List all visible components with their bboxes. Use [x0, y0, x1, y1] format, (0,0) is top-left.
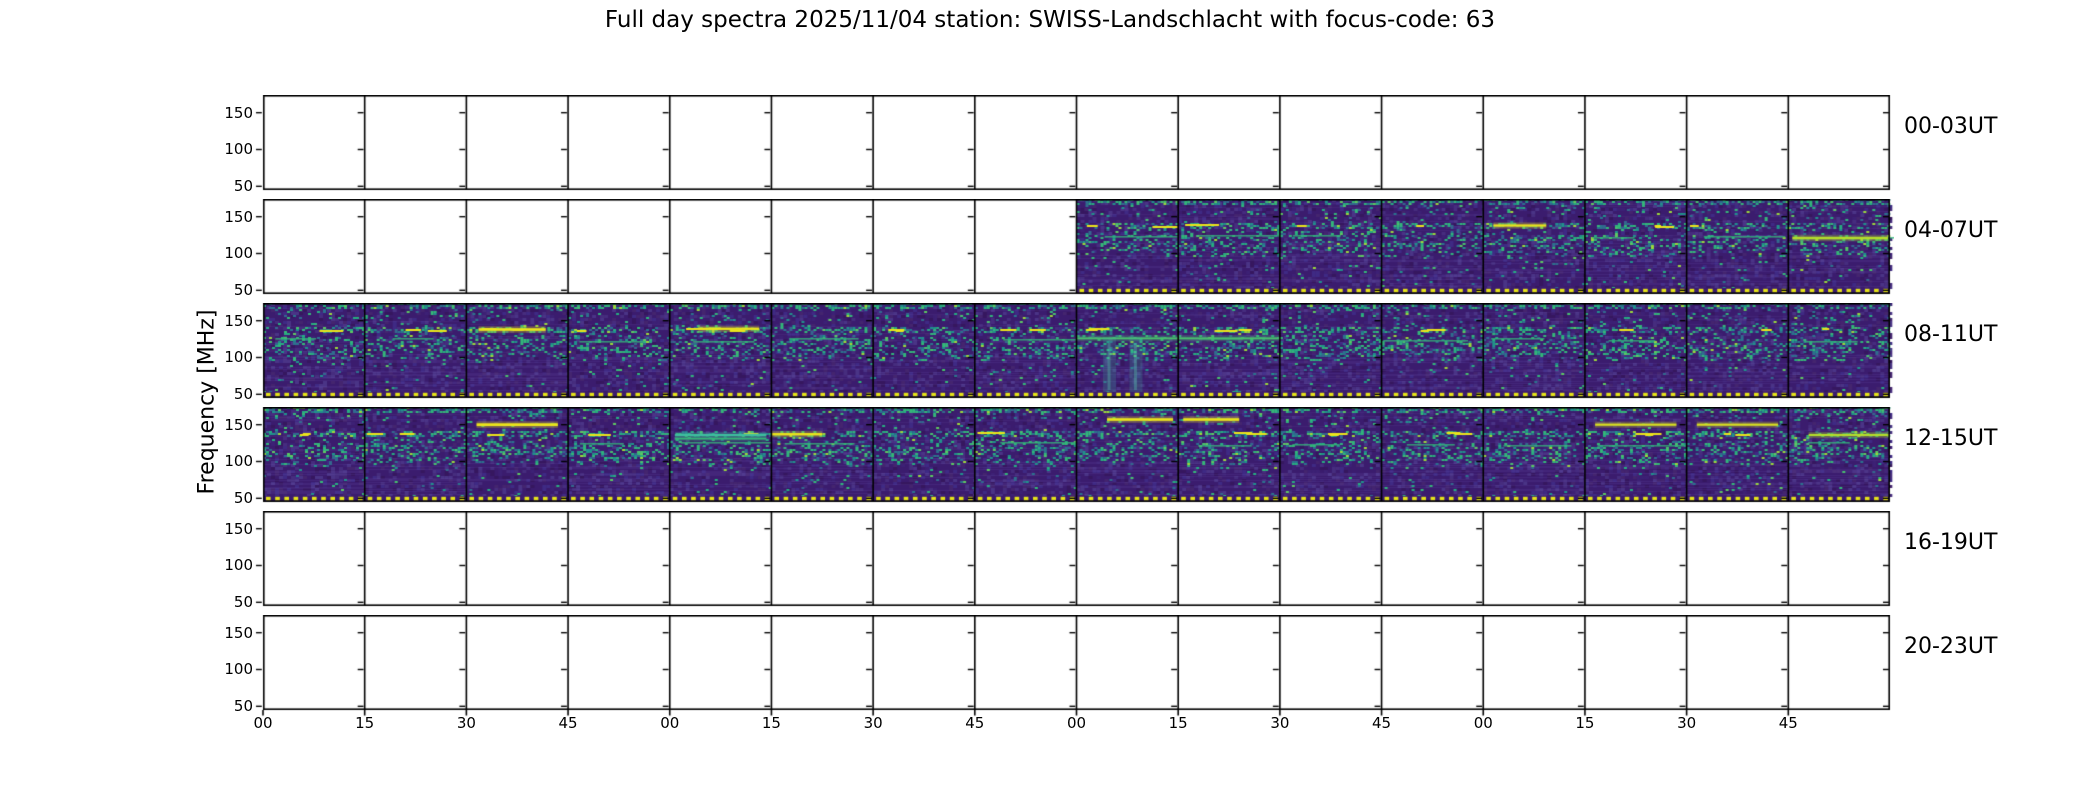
y-tick-label: 50 [233, 281, 253, 300]
y-tick-label: 100 [224, 348, 253, 367]
row-time-label: 12-15UT [1904, 426, 1998, 451]
y-tick-label: 50 [233, 593, 253, 612]
x-tick-label: 00 [1066, 714, 1087, 732]
figure-title: Full day spectra 2025/11/04 station: SWI… [604, 7, 1496, 33]
x-tick-label: 45 [558, 714, 578, 732]
row-time-label: 08-11UT [1904, 322, 1998, 347]
x-tick-label: 15 [355, 714, 375, 732]
x-tick-label: 15 [761, 714, 781, 732]
y-tick-label: 150 [224, 519, 253, 538]
x-tick-label: 15 [1168, 714, 1188, 732]
y-tick-label: 150 [224, 311, 253, 330]
x-tick-label: 30 [456, 714, 476, 732]
x-tick-label: 30 [863, 714, 883, 732]
y-tick-label: 50 [233, 489, 253, 508]
x-tick-label: 00 [660, 714, 680, 732]
y-tick-label: 100 [224, 660, 253, 679]
y-tick-label: 150 [224, 623, 253, 642]
y-tick-label: 150 [224, 415, 253, 434]
y-tick-label: 150 [224, 207, 253, 226]
x-tick-label: 45 [1778, 714, 1798, 732]
y-tick-label: 100 [224, 556, 253, 575]
x-tick-label: 30 [1677, 714, 1697, 732]
x-tick-label: 45 [965, 714, 985, 732]
y-tick-label: 100 [224, 244, 253, 263]
y-tick-label: 150 [224, 103, 253, 122]
row-time-label: 20-23UT [1904, 634, 1998, 659]
spectrogram-row-04-07UT [255, 199, 1894, 302]
spectrogram-row-20-23UT [255, 615, 1894, 718]
x-tick-label: 45 [1372, 714, 1392, 732]
spectrogram-row-08-11UT [255, 303, 1894, 406]
spectrogram-row-12-15UT [255, 407, 1894, 510]
x-tick-label: 15 [1575, 714, 1595, 732]
y-tick-label: 100 [224, 452, 253, 471]
spectrogram-row-16-19UT [255, 511, 1894, 614]
y-tick-label: 100 [224, 140, 253, 159]
x-tick-label: 00 [253, 714, 273, 732]
y-tick-label: 50 [233, 177, 253, 196]
row-time-label: 04-07UT [1904, 218, 1998, 243]
row-time-label: 16-19UT [1904, 530, 1998, 555]
spectrogram-row-00-03UT [255, 95, 1894, 198]
x-tick-label: 30 [1270, 714, 1290, 732]
y-tick-label: 50 [233, 385, 253, 404]
x-tick-label: 00 [1473, 714, 1493, 732]
y-tick-label: 50 [233, 697, 253, 716]
row-time-label: 00-03UT [1904, 114, 1998, 139]
